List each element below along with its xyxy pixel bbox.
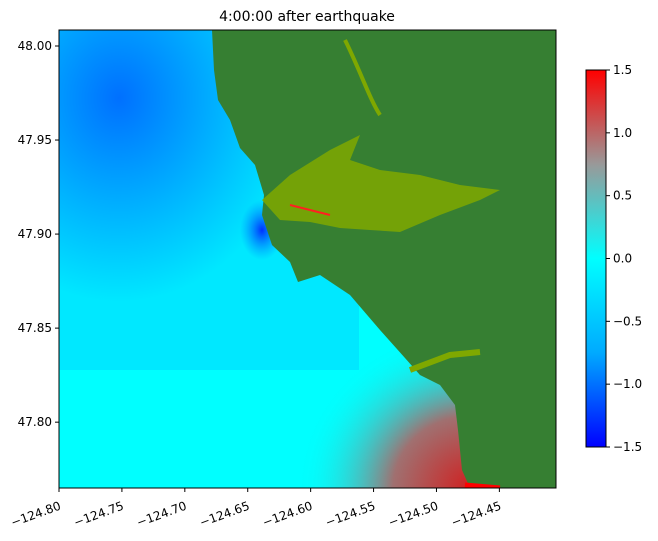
x-tick-label: −124.60 (261, 499, 315, 530)
colorbar-axis: 1.5 1.0 0.5 0.0 −0.5 −1.0 −1.5 (606, 63, 642, 454)
y-tick-label: 47.85 (18, 321, 52, 335)
x-tick-label: −124.55 (324, 499, 378, 530)
y-tick-label: 47.95 (18, 133, 52, 147)
colorbar-tick-label: 1.0 (613, 126, 632, 140)
river (343, 39, 382, 117)
inundation-high (289, 204, 331, 216)
river-south (408, 349, 481, 373)
y-axis: 48.00 47.95 47.90 47.85 47.80 (18, 39, 59, 429)
colorbar-tick-label: 1.5 (613, 63, 632, 77)
colorbar-tick-label: −0.5 (613, 314, 642, 328)
x-axis: −124.80 −124.75 −124.70 −124.65 −124.60 −124.… (9, 488, 503, 530)
colorbar-tick-label: 0.0 (613, 252, 632, 266)
map-area (59, 30, 556, 488)
land (212, 30, 556, 488)
colorbar (585, 69, 607, 448)
y-tick-label: 47.90 (18, 227, 52, 241)
x-tick-label: −124.70 (135, 499, 189, 530)
x-tick-label: −124.80 (9, 499, 63, 530)
y-tick-label: 48.00 (18, 39, 52, 53)
axes-frame (58, 29, 557, 489)
colorbar-tick-label: −1.0 (613, 377, 642, 391)
colorbar-tick-label: 0.5 (613, 189, 632, 203)
x-tick-label: −124.65 (198, 499, 252, 530)
x-tick-label: −124.45 (449, 499, 503, 530)
wet-land-estuary (262, 135, 500, 232)
colorbar-tick-label: −1.5 (613, 440, 642, 454)
x-tick-label: −124.75 (72, 499, 126, 530)
chart-title: 4:00:00 after earthquake (219, 9, 395, 25)
y-tick-label: 47.80 (18, 415, 52, 429)
x-tick-label: −124.50 (386, 499, 440, 530)
